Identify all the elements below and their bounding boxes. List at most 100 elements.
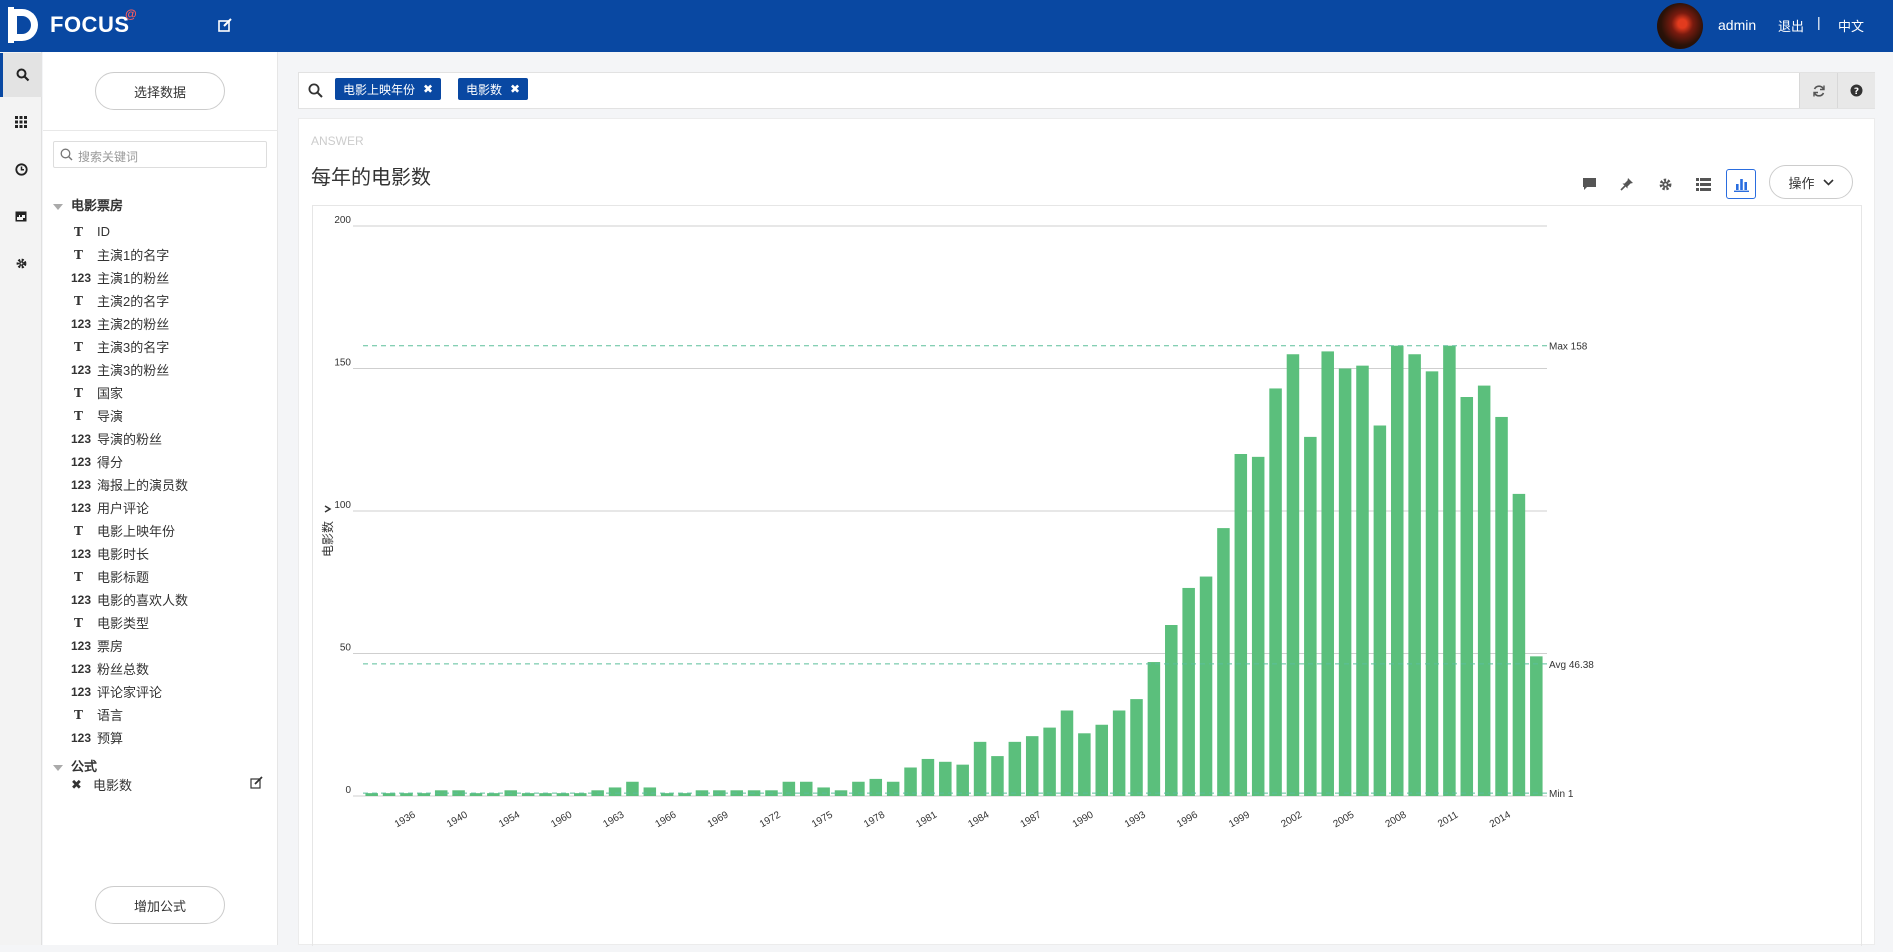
field-item[interactable]: T 国家 (71, 383, 123, 402)
field-item[interactable]: 123 电影时长 (71, 544, 149, 563)
bar[interactable] (556, 793, 570, 796)
chart-view-button[interactable] (1726, 169, 1756, 199)
bar[interactable] (382, 793, 396, 796)
settings-button[interactable] (1650, 169, 1680, 199)
select-data-button[interactable]: 选择数据 (95, 72, 225, 110)
y-axis-label[interactable]: 电影数 (319, 504, 336, 557)
bar[interactable] (869, 778, 883, 796)
bar[interactable] (1025, 736, 1039, 796)
table-group-movies[interactable]: 电影票房 (53, 195, 123, 214)
bar[interactable] (1234, 454, 1248, 796)
bar[interactable] (1338, 368, 1352, 797)
bar[interactable] (1460, 397, 1474, 796)
field-item[interactable]: 123 主演3的粉丝 (71, 360, 169, 379)
bar[interactable] (939, 761, 952, 796)
bar[interactable] (1078, 733, 1091, 796)
field-item[interactable]: 123 预算 (71, 728, 123, 747)
table-view-button[interactable] (1688, 169, 1718, 199)
bar[interactable] (1269, 388, 1282, 796)
bar[interactable] (1251, 456, 1265, 796)
search-chip[interactable]: 电影数 ✖ (458, 78, 529, 100)
bar[interactable] (1060, 710, 1074, 797)
bar[interactable] (1495, 416, 1508, 796)
bar[interactable] (1043, 727, 1056, 796)
field-item[interactable]: T 导演 (71, 406, 123, 425)
bar[interactable] (1443, 345, 1456, 796)
bar[interactable] (956, 764, 969, 796)
bar[interactable] (799, 781, 813, 796)
remove-chip-icon[interactable]: ✖ (423, 82, 434, 96)
bar[interactable] (782, 781, 796, 796)
user-name[interactable]: admin (1718, 17, 1757, 33)
bar[interactable] (1408, 354, 1421, 796)
bar[interactable] (1321, 351, 1334, 796)
bar[interactable] (417, 793, 431, 796)
field-item[interactable]: 123 得分 (71, 452, 123, 471)
bar[interactable] (713, 790, 726, 796)
bar[interactable] (852, 781, 865, 796)
field-item[interactable]: 123 主演2的粉丝 (71, 314, 169, 333)
refresh-button[interactable] (1799, 73, 1837, 108)
keyword-search-input[interactable]: 搜索关键词 (53, 141, 267, 168)
logout-link[interactable]: 退出 (1778, 19, 1805, 34)
bar[interactable] (1304, 436, 1317, 796)
bar[interactable] (817, 787, 830, 796)
bar[interactable] (1425, 371, 1439, 796)
bar[interactable] (886, 781, 900, 796)
nav-settings[interactable] (0, 241, 42, 285)
bar[interactable] (643, 787, 657, 796)
nav-apps[interactable] (0, 100, 42, 144)
bar[interactable] (365, 793, 378, 796)
field-item[interactable]: T 主演2的名字 (71, 291, 169, 310)
bar[interactable] (400, 793, 413, 796)
pin-button[interactable] (1612, 169, 1642, 199)
user-avatar[interactable] (1657, 3, 1703, 49)
bar[interactable] (1530, 656, 1543, 796)
bar[interactable] (678, 793, 691, 796)
bar[interactable] (521, 793, 535, 796)
bar[interactable] (921, 758, 935, 796)
edit-icon[interactable] (250, 776, 263, 789)
delete-icon[interactable]: ✖ (71, 776, 82, 792)
comment-button[interactable] (1574, 169, 1604, 199)
bar[interactable] (1199, 576, 1213, 796)
remove-chip-icon[interactable]: ✖ (510, 82, 521, 96)
bar[interactable] (452, 790, 465, 796)
bar[interactable] (991, 756, 1004, 796)
field-item[interactable]: 123 票房 (71, 636, 123, 655)
bar[interactable] (904, 767, 917, 797)
field-item[interactable]: T 主演3的名字 (71, 337, 169, 356)
field-item[interactable]: T ID (71, 222, 110, 241)
bar[interactable] (1373, 425, 1387, 797)
field-item[interactable]: 123 评论家评论 (71, 682, 162, 701)
bar[interactable] (1477, 385, 1491, 796)
formula-group[interactable]: 公式 (53, 756, 97, 775)
nav-search[interactable] (0, 53, 42, 97)
bar[interactable] (1182, 587, 1195, 796)
collapse-icon[interactable] (53, 764, 63, 771)
add-formula-button[interactable]: 增加公式 (95, 886, 225, 924)
bar[interactable] (1286, 354, 1300, 796)
bar[interactable] (469, 793, 483, 796)
bar[interactable] (1130, 699, 1143, 796)
language-switch[interactable]: 中文 (1838, 19, 1865, 34)
field-item[interactable]: T 主演1的名字 (71, 245, 169, 264)
bar[interactable] (487, 793, 500, 796)
bar[interactable] (574, 793, 587, 796)
formula-item[interactable]: ✖ 电影数 (71, 775, 132, 794)
bar[interactable] (1390, 345, 1404, 796)
field-item[interactable]: 123 主演1的粉丝 (71, 268, 169, 287)
search-bar[interactable]: 电影上映年份 ✖ 电影数 ✖ ? (298, 72, 1875, 109)
search-chip[interactable]: 电影上映年份 ✖ (335, 78, 442, 100)
bar[interactable] (1512, 493, 1526, 796)
bar[interactable] (660, 793, 674, 796)
field-item[interactable]: 123 电影的喜欢人数 (71, 590, 188, 609)
field-item[interactable]: 123 用户评论 (71, 498, 149, 517)
collapse-icon[interactable] (53, 203, 63, 210)
help-button[interactable]: ? (1837, 73, 1875, 108)
bar[interactable] (1165, 625, 1178, 796)
bar[interactable] (1112, 710, 1126, 797)
bar[interactable] (1217, 528, 1230, 796)
bar[interactable] (1095, 724, 1109, 796)
bar[interactable] (539, 793, 552, 796)
